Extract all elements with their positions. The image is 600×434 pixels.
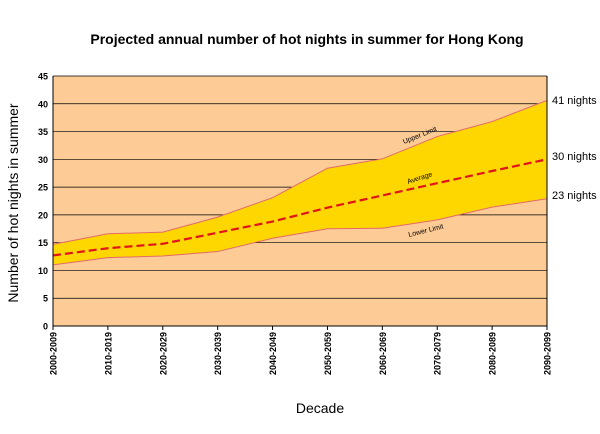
y-tick-label: 40: [38, 99, 48, 109]
x-tick-label: 2060-2069: [378, 332, 388, 375]
x-tick-label: 2080-2089: [488, 332, 498, 375]
chart-title: Projected annual number of hot nights in…: [90, 31, 523, 47]
x-axis-label: Decade: [296, 400, 344, 416]
y-tick-label: 35: [38, 127, 48, 137]
y-tick-label: 5: [43, 294, 48, 304]
x-tick-label: 2070-2079: [433, 332, 443, 375]
y-tick-labels: 0 5 10 15 20 25 30 35 40 45: [38, 72, 48, 332]
axes: [52, 76, 548, 330]
x-tick-label: 2010-2019: [103, 332, 113, 375]
y-tick-label: 45: [38, 72, 48, 82]
x-tick-labels: 2000-2009 2010-2019 2020-2029 2030-2039 2040…: [49, 332, 553, 375]
y-tick-label: 20: [38, 210, 48, 220]
x-tick-label: 2020-2029: [158, 332, 168, 375]
x-tick-label: 2000-2009: [49, 332, 59, 375]
y-tick-label: 25: [38, 183, 48, 193]
y-tick-label: 15: [38, 238, 48, 248]
end-label-upper: 41 nights: [552, 95, 597, 107]
y-tick-label: 30: [38, 155, 48, 165]
upper-limit-line: [52, 99, 548, 245]
x-tick-label: 2050-2059: [323, 332, 333, 375]
end-label-lower: 23 nights: [552, 190, 597, 202]
y-tick-label: 0: [43, 322, 48, 332]
x-tick-label: 2030-2039: [213, 332, 223, 375]
lower-limit-line: [52, 198, 548, 266]
y-tick-label: 10: [38, 266, 48, 276]
end-label-average: 30 nights: [552, 151, 597, 163]
y-axis-label: Number of hot nights in summer: [5, 103, 21, 303]
x-tick-label: 2040-2049: [268, 332, 278, 375]
x-tick-label: 2090-2099: [543, 332, 553, 375]
